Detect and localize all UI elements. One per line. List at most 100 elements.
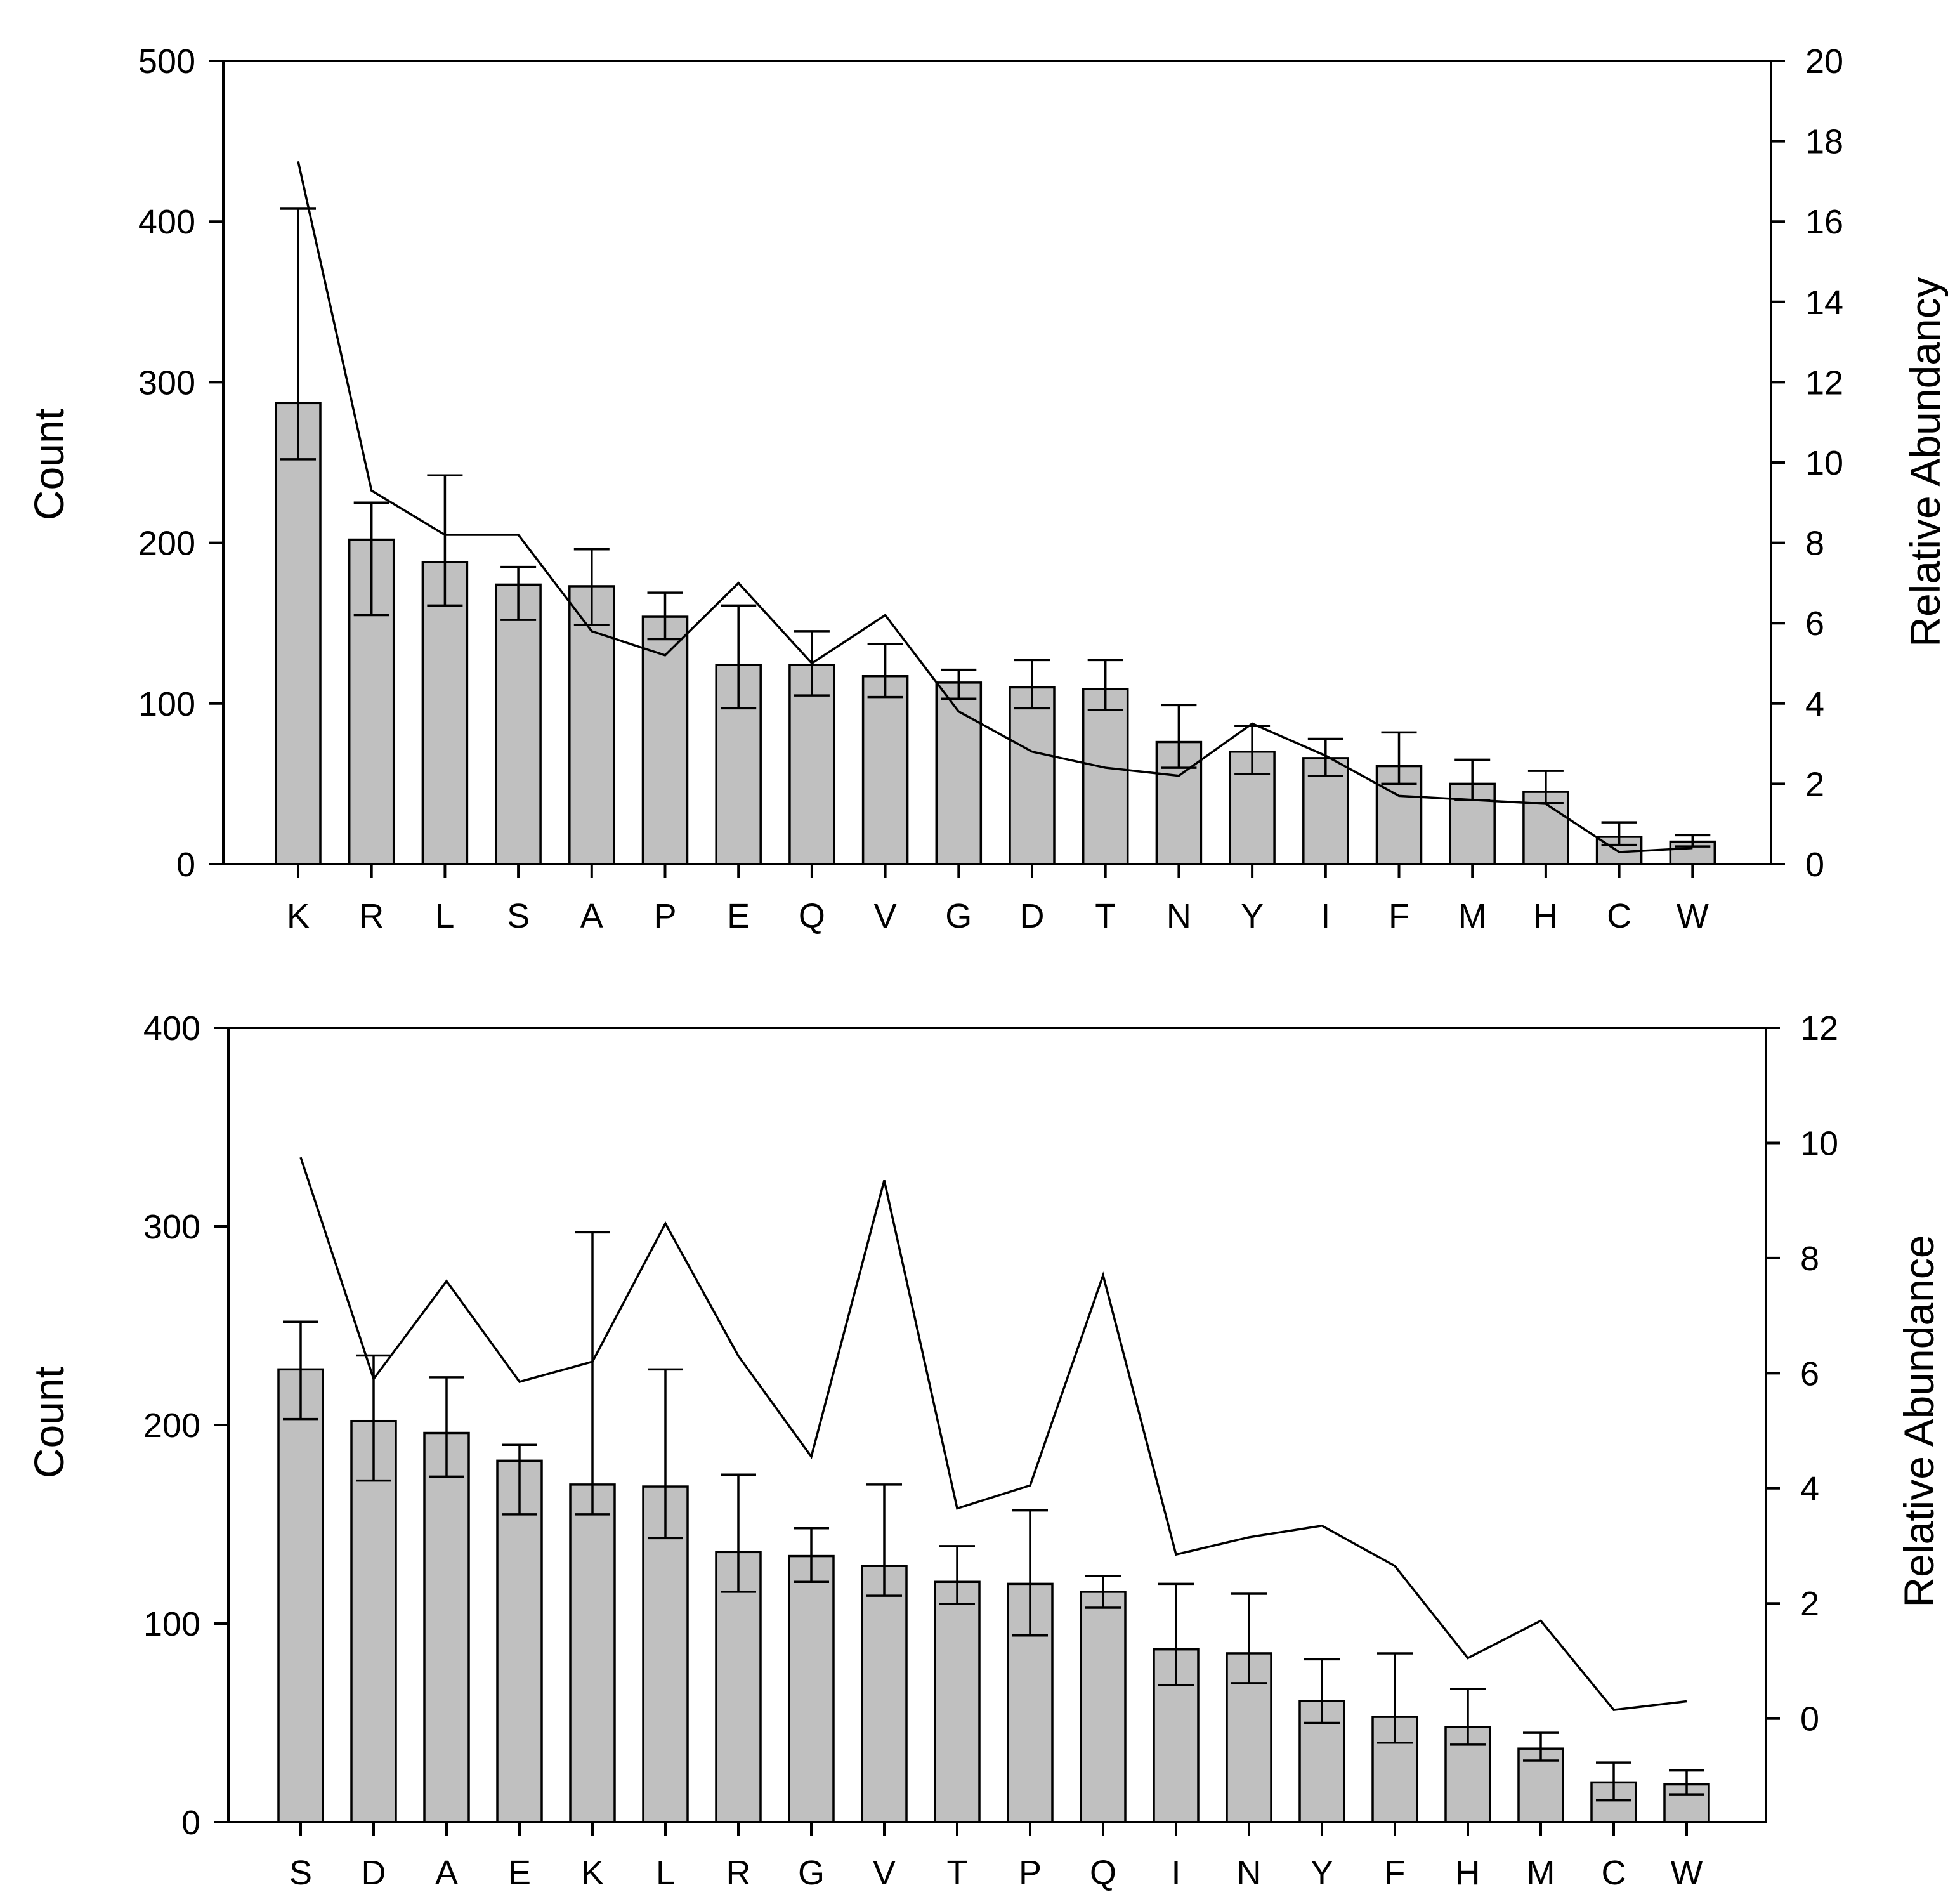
bar-T: [1082, 688, 1129, 865]
category-label-S: S: [289, 1854, 312, 1892]
category-label-M: M: [1458, 897, 1487, 935]
left-tick-label: 400: [138, 203, 195, 241]
bar-V: [861, 675, 909, 865]
category-label-K: K: [581, 1854, 604, 1892]
right-tick-label: 10: [1800, 1124, 1838, 1162]
category-label-G: G: [945, 897, 972, 935]
category-label-D: D: [362, 1854, 386, 1892]
bottom-left-axis: 0 100 200 300 400: [143, 1009, 228, 1842]
category-label-T: T: [947, 1854, 968, 1892]
left-tick-label: 300: [138, 364, 195, 402]
error-bar-R: [721, 1473, 756, 1593]
category-label-C: C: [1607, 897, 1631, 935]
right-tick-label: 12: [1800, 1009, 1838, 1047]
right-tick-label: 20: [1805, 43, 1843, 81]
category-label-R: R: [726, 1854, 751, 1892]
right-tick-label: 6: [1805, 605, 1824, 643]
right-tick-label: 8: [1800, 1240, 1819, 1278]
category-label-H: H: [1533, 897, 1558, 935]
error-bar-Y: [1234, 725, 1271, 775]
bar-E: [496, 1459, 543, 1823]
category-label-A: A: [580, 897, 603, 935]
category-label-L: L: [435, 897, 454, 935]
top-right-axis: 0 2 4 6 8 10 12 14 16 18 20: [1771, 43, 1843, 884]
top-abundancy-line: [297, 161, 1693, 853]
error-bar-S: [283, 1320, 318, 1421]
error-bar-P: [647, 591, 683, 641]
right-tick-label: 16: [1805, 203, 1843, 241]
error-bar-G: [941, 668, 977, 700]
category-label-D: D: [1020, 897, 1045, 935]
error-bar-K: [575, 1231, 610, 1516]
right-tick-label: 6: [1800, 1355, 1819, 1393]
bar-K: [569, 1483, 616, 1823]
left-tick-label: 300: [143, 1208, 200, 1246]
bottom-right-axis: 0 2 4 6 8 10 12: [1766, 1009, 1838, 1738]
category-label-E: E: [508, 1854, 531, 1892]
category-label-G: G: [798, 1854, 825, 1892]
bar-L: [421, 561, 469, 865]
error-bar-W: [1675, 834, 1711, 848]
category-label-E: E: [727, 897, 750, 935]
left-tick-label: 100: [143, 1605, 200, 1643]
category-label-P: P: [1019, 1854, 1042, 1892]
error-bar-A: [573, 548, 610, 626]
error-bar-G: [794, 1527, 829, 1584]
left-tick-label: 500: [138, 43, 195, 81]
error-bar-M: [1523, 1731, 1559, 1762]
right-tick-label: 4: [1800, 1470, 1819, 1508]
category-label-Q: Q: [1090, 1854, 1116, 1892]
category-label-T: T: [1095, 897, 1116, 935]
right-tick-label: 0: [1800, 1700, 1819, 1738]
error-bar-Y: [1304, 1658, 1340, 1724]
bottom-y-axis-title: Count: [25, 1367, 72, 1478]
left-tick-label: 0: [181, 1804, 200, 1842]
category-label-R: R: [359, 897, 384, 935]
left-tick-label: 400: [143, 1009, 200, 1047]
category-label-M: M: [1527, 1854, 1555, 1892]
error-bar-F: [1377, 1652, 1413, 1744]
bottom-chart-panel: 0 100 200 300 400 0 2 4 6 8 10 12 S D A E K L R G V T P Q I N Y F…: [25, 1009, 1942, 1892]
category-label-N: N: [1167, 897, 1191, 935]
bar-A: [423, 1431, 470, 1823]
top-bars: [275, 402, 1716, 865]
category-label-A: A: [435, 1854, 458, 1892]
bar-Q: [788, 664, 835, 865]
error-bar-K: [280, 207, 316, 461]
right-tick-label: 14: [1805, 284, 1843, 322]
bar-P: [641, 615, 689, 865]
category-label-W: W: [1671, 1854, 1703, 1892]
bar-S: [277, 1368, 324, 1823]
left-tick-label: 0: [176, 846, 195, 884]
category-label-K: K: [287, 897, 310, 935]
error-bar-Q: [1085, 1575, 1121, 1609]
right-tick-label: 0: [1805, 846, 1824, 884]
bar-T: [934, 1580, 981, 1823]
bottom-abundance-line: [299, 1157, 1687, 1711]
error-bar-N: [1231, 1592, 1267, 1684]
top-y2-axis-title: Relative Abundancy: [1902, 277, 1948, 647]
error-bar-P: [1012, 1509, 1048, 1637]
category-label-H: H: [1456, 1854, 1481, 1892]
category-label-V: V: [873, 1854, 896, 1892]
right-tick-label: 10: [1805, 444, 1843, 482]
error-bar-F: [1381, 731, 1417, 785]
category-label-V: V: [874, 897, 897, 935]
error-bar-L: [427, 474, 463, 607]
error-bar-V: [866, 1483, 902, 1597]
right-tick-label: 8: [1805, 525, 1824, 563]
category-label-S: S: [507, 897, 530, 935]
bottom-y2-axis-title: Relative Abundance: [1895, 1235, 1942, 1607]
error-bar-L: [648, 1368, 683, 1540]
category-label-N: N: [1237, 1854, 1262, 1892]
error-bar-H: [1450, 1688, 1486, 1746]
category-label-F: F: [1385, 1854, 1406, 1892]
category-label-I: I: [1171, 1854, 1180, 1892]
bar-K: [275, 402, 322, 865]
error-bar-A: [429, 1376, 464, 1478]
category-label-Y: Y: [1241, 897, 1264, 935]
category-label-W: W: [1677, 897, 1709, 935]
